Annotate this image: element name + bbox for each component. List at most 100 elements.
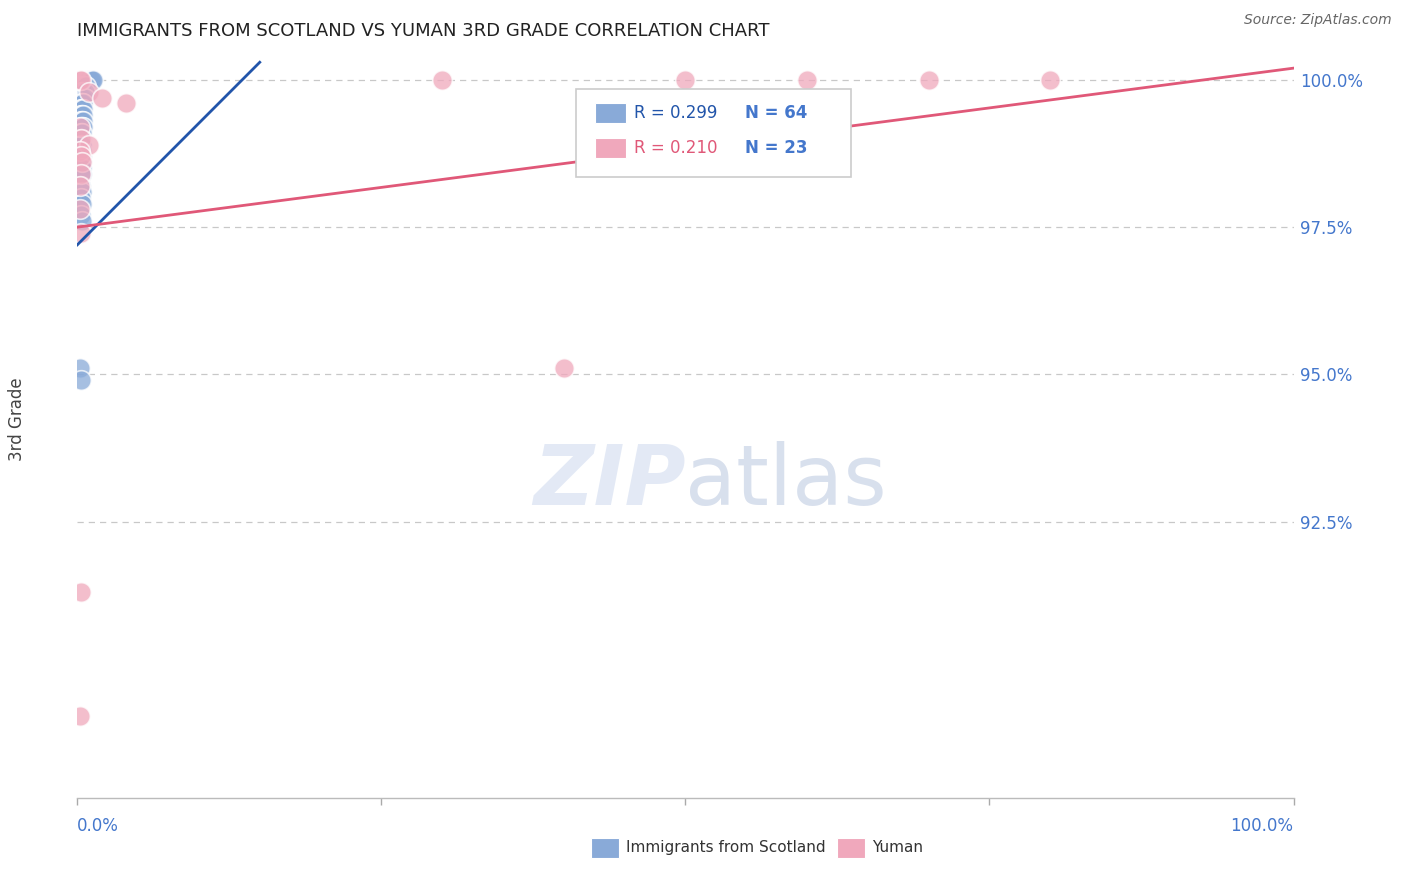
Point — [82, 73, 104, 87]
Point — [70, 161, 93, 176]
Point — [70, 114, 93, 128]
Point — [72, 108, 94, 122]
Text: ZIP: ZIP — [533, 442, 686, 523]
Point — [90, 90, 112, 104]
Text: R = 0.299: R = 0.299 — [634, 104, 717, 122]
Point — [70, 144, 93, 158]
Point — [70, 78, 93, 93]
Point — [115, 96, 138, 111]
Point — [72, 90, 94, 104]
Point — [70, 155, 93, 169]
Point — [80, 73, 103, 87]
Point — [70, 185, 93, 199]
Point — [70, 73, 93, 87]
Text: 0.0%: 0.0% — [77, 817, 120, 835]
Point — [432, 73, 454, 87]
Point — [70, 167, 93, 181]
Point — [70, 78, 93, 93]
Point — [73, 73, 96, 87]
Text: Immigrants from Scotland: Immigrants from Scotland — [626, 840, 825, 855]
Point — [69, 78, 91, 93]
Point — [72, 120, 94, 134]
Point — [69, 202, 91, 217]
Text: Source: ZipAtlas.com: Source: ZipAtlas.com — [1244, 13, 1392, 28]
Text: N = 64: N = 64 — [745, 104, 807, 122]
Text: R = 0.210: R = 0.210 — [634, 139, 717, 157]
Point — [918, 73, 941, 87]
Point — [75, 73, 97, 87]
Point — [75, 78, 97, 93]
Point — [70, 137, 93, 152]
Point — [77, 73, 100, 87]
Point — [70, 90, 93, 104]
Point — [72, 78, 94, 93]
Point — [69, 73, 91, 87]
Point — [70, 161, 93, 176]
Point — [70, 373, 93, 387]
Point — [70, 144, 93, 158]
Point — [70, 585, 93, 599]
Point — [72, 103, 94, 117]
Point — [70, 208, 93, 222]
Point — [69, 709, 91, 723]
Point — [70, 114, 93, 128]
Point — [70, 196, 93, 211]
Point — [70, 73, 93, 87]
Point — [72, 96, 94, 111]
Point — [72, 114, 94, 128]
Point — [76, 73, 98, 87]
Point — [79, 85, 101, 99]
Point — [69, 73, 91, 87]
Point — [70, 132, 93, 146]
Point — [70, 149, 93, 163]
Point — [69, 361, 91, 376]
Point — [79, 137, 101, 152]
Point — [69, 120, 91, 134]
Point — [70, 108, 93, 122]
Point — [72, 85, 94, 99]
Point — [73, 78, 96, 93]
Point — [70, 103, 93, 117]
Text: Yuman: Yuman — [872, 840, 922, 855]
Point — [70, 108, 93, 122]
Point — [796, 73, 818, 87]
Point — [70, 214, 93, 228]
Point — [553, 361, 575, 376]
Point — [70, 149, 93, 163]
Point — [70, 155, 93, 169]
Point — [70, 132, 93, 146]
Point — [70, 178, 93, 193]
Text: atlas: atlas — [686, 442, 887, 523]
Point — [70, 85, 93, 99]
Text: IMMIGRANTS FROM SCOTLAND VS YUMAN 3RD GRADE CORRELATION CHART: IMMIGRANTS FROM SCOTLAND VS YUMAN 3RD GR… — [77, 22, 770, 40]
Point — [70, 226, 93, 240]
Text: 3rd Grade: 3rd Grade — [8, 377, 25, 461]
Point — [70, 73, 93, 87]
Point — [79, 73, 101, 87]
Point — [1039, 73, 1062, 87]
Point — [70, 155, 93, 169]
Text: 100.0%: 100.0% — [1230, 817, 1294, 835]
Point — [70, 149, 93, 163]
Point — [70, 96, 93, 111]
Point — [73, 85, 96, 99]
Point — [80, 73, 103, 87]
Point — [70, 126, 93, 140]
Text: N = 23: N = 23 — [745, 139, 807, 157]
Point — [70, 120, 93, 134]
Point — [72, 73, 94, 87]
Point — [70, 126, 93, 140]
Point — [73, 90, 96, 104]
Point — [69, 144, 91, 158]
Point — [70, 191, 93, 205]
Point — [70, 96, 93, 111]
Point — [70, 85, 93, 99]
Point — [70, 167, 93, 181]
Point — [70, 132, 93, 146]
Point — [70, 137, 93, 152]
Point — [70, 103, 93, 117]
Point — [70, 120, 93, 134]
Point — [675, 73, 697, 87]
Point — [70, 167, 93, 181]
Point — [69, 178, 91, 193]
